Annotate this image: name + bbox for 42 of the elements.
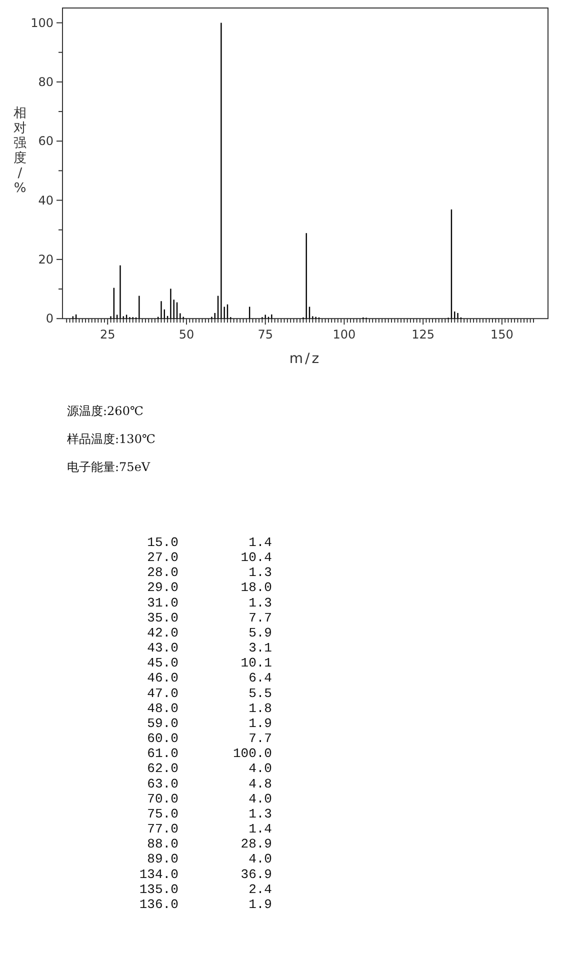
text: 75.0 1.3 bbox=[132, 806, 272, 822]
text: 47.0 5.5 bbox=[132, 686, 272, 701]
text: 29.0 18.0 bbox=[132, 580, 272, 596]
y-tick-label: 40 bbox=[38, 193, 54, 208]
text: 31.0 1.3 bbox=[132, 595, 272, 610]
text: 88.0 28.9 bbox=[132, 836, 272, 852]
y-tick-label: 0 bbox=[46, 312, 54, 326]
text: 134.0 36.9 bbox=[132, 866, 272, 882]
x-axis-title: m/z bbox=[289, 351, 322, 367]
text: 61.0 100.0 bbox=[132, 746, 272, 762]
x-tick-label: 150 bbox=[490, 328, 514, 342]
y-tick-label: 20 bbox=[38, 252, 54, 266]
text: 43.0 3.1 bbox=[132, 640, 272, 656]
text: 62.0 4.0 bbox=[132, 761, 272, 776]
x-tick-label: 25 bbox=[100, 328, 116, 342]
text: 46.0 6.4 bbox=[132, 670, 272, 686]
text: 70.0 4.0 bbox=[132, 791, 272, 806]
text: 59.0 1.9 bbox=[132, 716, 272, 731]
text: 60.0 7.7 bbox=[132, 731, 272, 746]
text: 45.0 10.1 bbox=[132, 656, 272, 671]
text: 48.0 1.8 bbox=[132, 700, 272, 716]
y-tick-label: 80 bbox=[38, 74, 54, 89]
text: 28.0 1.3 bbox=[132, 565, 272, 580]
text: 42.0 5.9 bbox=[132, 625, 272, 640]
text: 135.0 2.4 bbox=[132, 882, 272, 897]
text: 15.0 1.4 bbox=[132, 535, 272, 550]
x-tick-label: 50 bbox=[178, 328, 194, 342]
text: 35.0 7.7 bbox=[132, 610, 272, 626]
text: 89.0 4.0 bbox=[132, 852, 272, 867]
text: 27.0 10.4 bbox=[132, 550, 272, 566]
y-tick-label: 100 bbox=[30, 16, 54, 30]
x-tick-label: 100 bbox=[332, 328, 356, 342]
text: 63.0 4.8 bbox=[132, 776, 272, 792]
y-tick-label: 60 bbox=[38, 134, 54, 148]
text: 源温度:260℃ bbox=[67, 404, 144, 418]
y-axis-title: 相对强度/% bbox=[14, 106, 26, 196]
text: 电子能量:75eV bbox=[67, 460, 150, 474]
x-tick-label: 75 bbox=[258, 328, 273, 342]
x-tick-label: 125 bbox=[412, 328, 435, 342]
text: 样品温度:130℃ bbox=[67, 432, 156, 446]
text: 136.0 1.9 bbox=[132, 896, 272, 912]
text: 77.0 1.4 bbox=[132, 822, 272, 837]
